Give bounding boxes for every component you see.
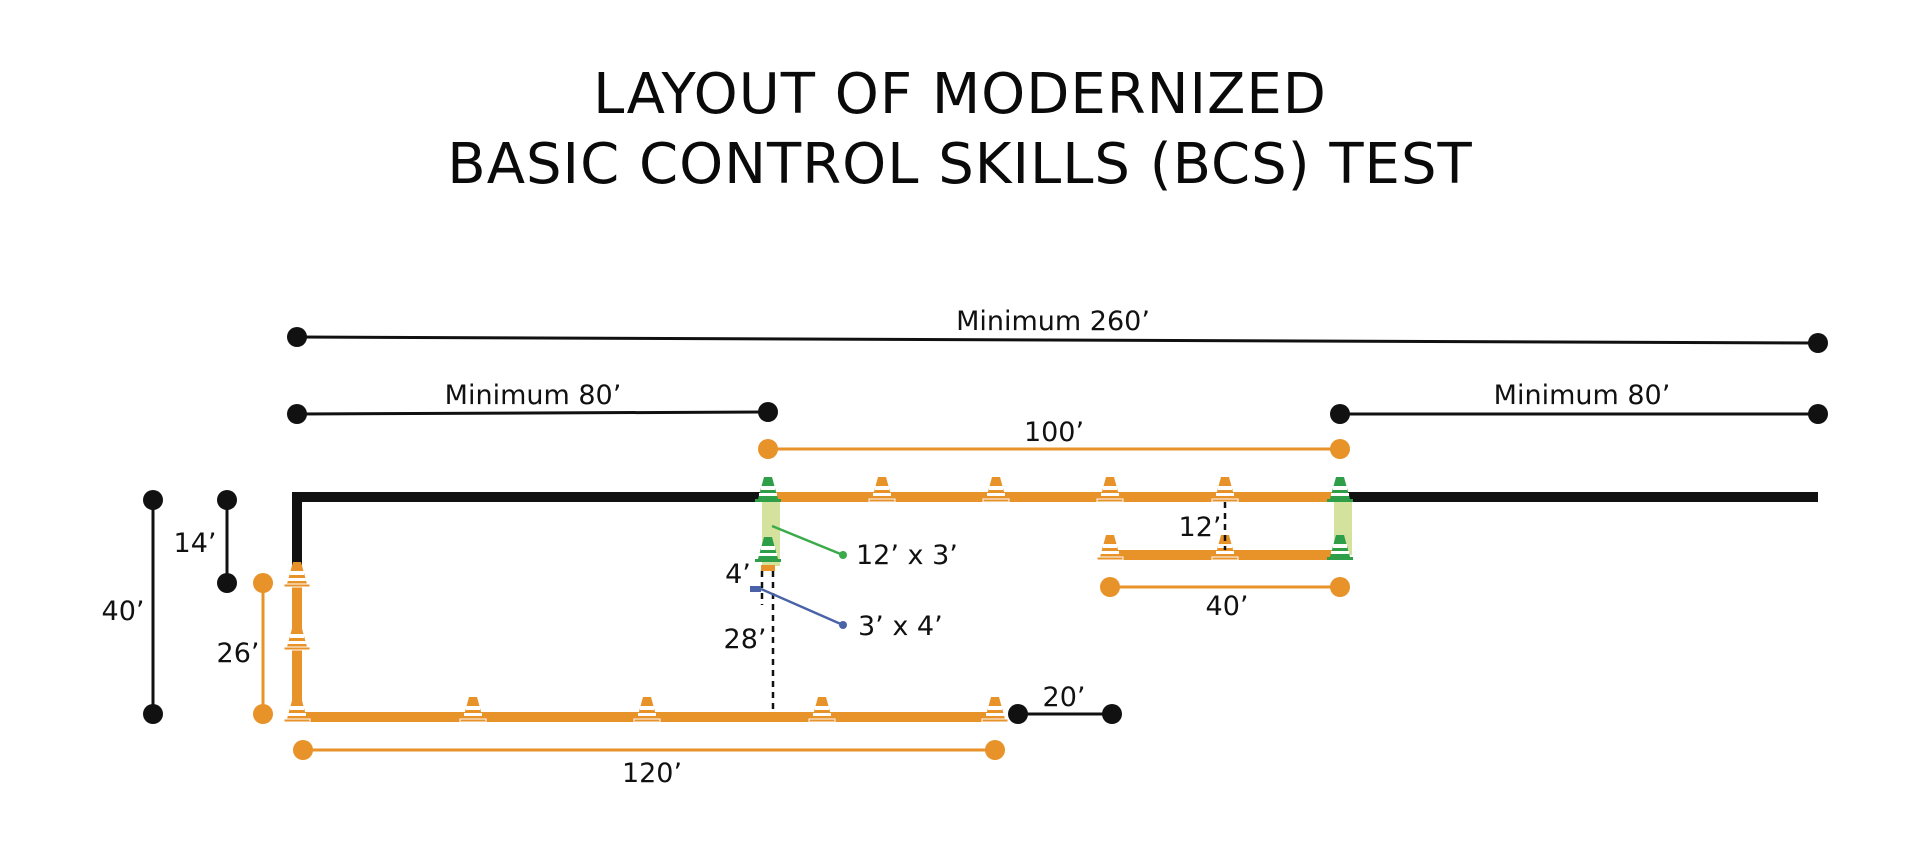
cone-icon (808, 696, 836, 723)
dimension-gap-20: 20’ (1008, 682, 1122, 724)
cone-icon (633, 696, 661, 723)
dimension-min-260: Minimum 260’ (287, 306, 1828, 353)
cone-icon (459, 696, 487, 723)
callout-12x3: 12’ x 3’ (856, 540, 958, 571)
leader-blue (760, 587, 844, 627)
diagram-title-line-1: LAYOUT OF MODERNIZED (593, 62, 1327, 127)
svg-text:20’: 20’ (1043, 682, 1086, 713)
box-blue (750, 586, 761, 592)
svg-text:120’: 120’ (622, 758, 682, 789)
callout-3x4: 3’ x 4’ (858, 611, 943, 642)
label-28: 28’ (724, 624, 767, 655)
svg-text:40’: 40’ (1206, 591, 1249, 622)
cone-green-icon (1327, 477, 1353, 502)
cone-green-icon (755, 477, 781, 502)
label-min-80-right: Minimum 80’ (1494, 380, 1671, 411)
label-min-80-left: Minimum 80’ (445, 380, 622, 411)
offset-lane-top (768, 492, 1340, 502)
label-min-260: Minimum 260’ (956, 306, 1150, 337)
dimension-min-80-right: Minimum 80’ (1330, 380, 1828, 424)
dimension-offset-lane-100: 100’ (758, 417, 1350, 459)
dimension-min-80-left: Minimum 80’ (287, 380, 778, 424)
cone-icon (283, 561, 311, 588)
dimension-total-40: 40’ (102, 490, 163, 724)
leader-green-dot (839, 551, 847, 559)
svg-text:26’: 26’ (217, 638, 260, 669)
stub-lane (761, 565, 775, 571)
cone-icon (1096, 534, 1124, 561)
cone-icon (868, 476, 896, 503)
cone-icon (1096, 476, 1124, 503)
diagram-title-line-2: BASIC CONTROL SKILLS (BCS) TEST (447, 132, 1473, 197)
label-12: 12’ (1179, 512, 1222, 543)
cone-icon (283, 696, 311, 723)
dimension-straight-120: 120’ (293, 740, 1005, 789)
cone-icon (981, 696, 1009, 723)
course-boundary (292, 492, 1818, 567)
svg-text:40’: 40’ (102, 596, 145, 627)
dimension-alley-40: 40’ (1100, 577, 1350, 622)
leader-green (771, 524, 844, 557)
label-100: 100’ (1024, 417, 1084, 448)
dimension-lower-26: 26’ (217, 573, 273, 724)
cone-icon (982, 476, 1010, 503)
cone-icon (283, 624, 311, 651)
svg-text:14’: 14’ (174, 528, 217, 559)
label-4: 4’ (725, 559, 751, 590)
dimension-upper-14: 14’ (174, 490, 237, 593)
leader-blue-dot (839, 621, 847, 629)
cone-icon (1211, 476, 1239, 503)
